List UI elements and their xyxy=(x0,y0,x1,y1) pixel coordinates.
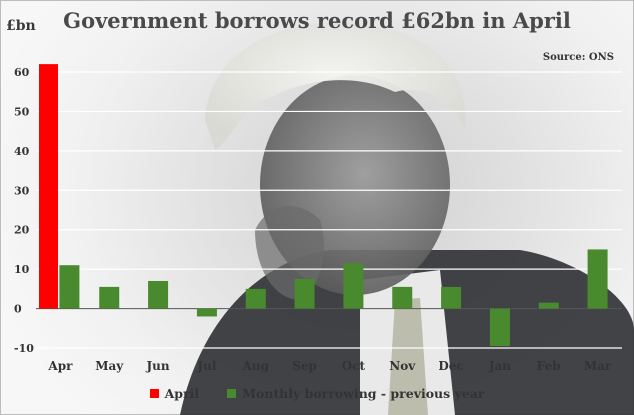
chart-title: Government borrows record £62bn in April xyxy=(63,8,571,33)
bar-previous-year xyxy=(343,263,364,309)
x-tick-label: Jan xyxy=(488,359,511,373)
y-tick-label: 60 xyxy=(14,66,30,79)
bar-previous-year xyxy=(489,308,510,347)
bar-previous-year xyxy=(245,288,266,309)
y-tick-label: 10 xyxy=(14,263,30,276)
x-tick-label: May xyxy=(95,359,124,373)
bar-previous-year xyxy=(441,286,462,309)
bar-previous-year xyxy=(196,308,217,317)
legend-label-april: April xyxy=(164,386,200,401)
y-tick-label: 20 xyxy=(14,224,30,237)
y-tick-label: 0 xyxy=(14,303,22,316)
x-tick-label: Jun xyxy=(146,359,170,373)
bar-previous-year xyxy=(99,286,120,309)
x-tick-label: Apr xyxy=(47,359,73,373)
bar-previous-year xyxy=(392,286,413,309)
bar-previous-year xyxy=(148,280,169,309)
bar-previous-year xyxy=(59,265,80,309)
y-tick-label: 30 xyxy=(14,184,30,197)
x-tick-label: Sep xyxy=(292,359,317,373)
legend-item-april: April xyxy=(149,386,200,401)
y-tick-label: 50 xyxy=(14,105,30,118)
x-tick-label: Aug xyxy=(242,359,270,373)
x-tick-label: Mar xyxy=(584,359,612,373)
legend-item-previous-year: Monthly borrowing - previous year xyxy=(227,386,484,401)
bar-previous-year xyxy=(294,279,315,309)
legend-label-previous-year: Monthly borrowing - previous year xyxy=(242,386,485,401)
bar-april xyxy=(39,64,58,309)
x-tick-label: Jul xyxy=(196,359,216,373)
x-tick-label: Feb xyxy=(537,359,561,373)
x-tick-label: Nov xyxy=(389,359,416,373)
legend-swatch-april xyxy=(149,389,159,398)
chart-legend: April Monthly borrowing - previous year xyxy=(0,386,634,401)
bar-previous-year xyxy=(538,302,559,309)
source-note: Source: ONS xyxy=(542,52,614,63)
y-axis-unit-label: £bn xyxy=(6,18,36,34)
legend-swatch-previous-year xyxy=(227,389,237,398)
x-tick-label: Oct xyxy=(342,359,366,373)
y-tick-label: -10 xyxy=(14,342,34,355)
bar-previous-year xyxy=(587,249,608,309)
x-tick-label: Dec xyxy=(438,359,463,373)
y-tick-label: 40 xyxy=(14,145,30,158)
